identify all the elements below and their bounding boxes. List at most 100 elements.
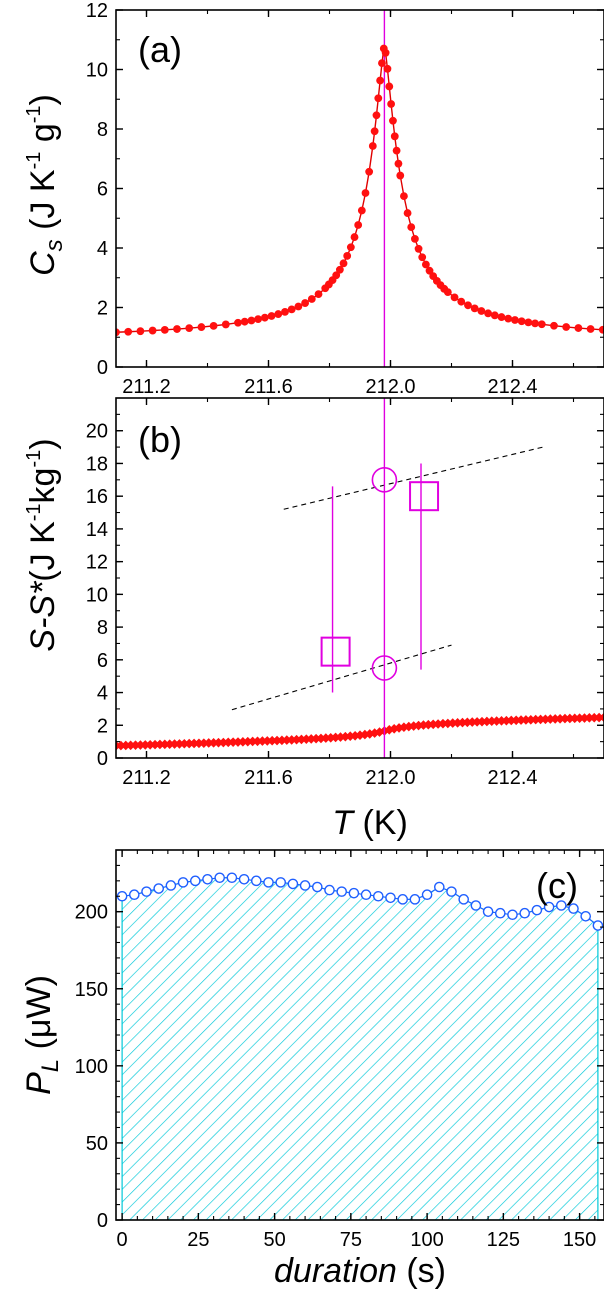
panel-c-xtick-label: 25 (187, 1229, 209, 1251)
panel-b-square-marker (409, 481, 440, 512)
panel-a-data-point (281, 308, 289, 316)
panel-a-data-point (511, 316, 519, 324)
panel-a-data-point (314, 290, 323, 299)
panel-b-low-dashed-line (231, 644, 452, 711)
panel-c-xlabel: duration (s) (274, 1252, 446, 1290)
panel-a-data-point (464, 301, 472, 310)
panel-b-xtick-label: 211.2 (122, 767, 171, 789)
panel-a-data-point (221, 320, 230, 329)
panel-c-data-point (531, 904, 543, 916)
panel-a-data-point (504, 314, 513, 323)
panel-c-data-point (409, 894, 421, 905)
panel-a-data-point (365, 167, 374, 176)
panel-c-data-point (165, 880, 177, 891)
panel-a-data-point (354, 221, 363, 229)
panel-c-ytick-label: 50 (86, 1133, 108, 1155)
panel-c-data-point (446, 886, 457, 897)
panel-c-data-point (507, 909, 518, 921)
panel-a-data-point (357, 206, 366, 215)
panel-a-label: (a) (138, 29, 182, 70)
panel-a-data-point (374, 94, 383, 103)
panel-b-ytick-label: 4 (97, 683, 108, 705)
panel-c-xtick-label: 100 (410, 1229, 443, 1251)
panel-b-plot-area (116, 398, 604, 758)
panel-c-ticks: 0 25 50 75 100 125 150 0 50 100 150 200 (75, 849, 604, 1251)
panel-b-ytick-label: 12 (86, 552, 108, 574)
panel-a-data-point (497, 313, 506, 321)
panel-c-ytick-label: 200 (75, 902, 108, 924)
panel-a-data-point (307, 295, 316, 303)
panel-a-data-point (598, 325, 604, 334)
panel-c-hatched-area (121, 877, 599, 1220)
panel-c-data-point (214, 872, 225, 884)
panel-c-xtick-label: 150 (563, 1229, 596, 1251)
panel-c-data-point (580, 910, 592, 922)
panel-c-ytick-label: 100 (75, 1056, 108, 1078)
panel-a-data-point (301, 299, 309, 307)
panel-a-data-point (339, 259, 348, 268)
panel-a-data-point (537, 320, 546, 329)
panel-b-xtick-label: 211.6 (244, 767, 293, 789)
panel-c-data-point (592, 920, 604, 931)
panel-a-data-point (450, 293, 459, 302)
panel-c-xtick-label: 50 (263, 1229, 285, 1251)
panel-b-ytick-label: 14 (86, 519, 108, 541)
panel-a-data-point (287, 305, 296, 314)
panel-a-data-point (274, 310, 283, 318)
panel-a-data-point (524, 318, 533, 327)
panel-a-data-point (173, 325, 181, 333)
panel-a-data-point (335, 265, 344, 274)
panel-a-data-point (470, 304, 479, 313)
panel-a-ytick-label: 10 (86, 60, 108, 82)
panel-a-xtick-label: 211.6 (244, 376, 293, 398)
panel-a-data-point (267, 312, 276, 320)
panel-a-data-point (254, 315, 263, 324)
panel-a-ytick-label: 4 (97, 238, 108, 260)
panel-b-high-dashed-line (283, 446, 544, 510)
panel-a-data-point (574, 324, 583, 332)
panel-a-data-point (136, 327, 145, 336)
panel-a-series-line (116, 45, 603, 333)
panel-c-ytick-label: 0 (97, 1210, 108, 1232)
panel-a-data-point (517, 317, 526, 326)
panel-a-data-point (294, 302, 303, 311)
panel-a-ytick-label: 2 (97, 298, 108, 320)
panel-a-data-point (385, 82, 394, 91)
panel-c-data-point (336, 886, 348, 897)
panel-a-data-point (389, 116, 397, 125)
panel-c-data-point (177, 877, 189, 888)
panel-c-xtick-label: 0 (117, 1229, 128, 1251)
panel-b-ytick-label: 20 (86, 421, 108, 443)
panel-a-data-point (457, 297, 466, 306)
panel-a-data-point (396, 171, 405, 180)
panel-a-plot-area (116, 10, 604, 367)
panel-a-data-point (346, 243, 355, 252)
panel-a-data-point (421, 260, 430, 269)
panel-c-ytick-label: 150 (75, 979, 108, 1001)
panel-b-circle-marker (371, 655, 398, 681)
panel-b-frame (115, 397, 604, 759)
panel-c-data-point (250, 875, 262, 887)
panel-a-data-point (400, 192, 408, 201)
panel-c-data-point (482, 906, 494, 917)
panel-b-ytick-label: 6 (97, 650, 108, 672)
panel-c-data-point (287, 878, 299, 890)
panel-c-data-point (275, 877, 287, 888)
panel-b-ticks: 211.2 211.6 212.0 212.4 0 2 4 6 8 10 12 14 16 18 20 (86, 397, 604, 789)
panel-b-ytick-label: 10 (86, 584, 108, 606)
panel-c-data-point (324, 884, 335, 896)
panel-c-data-point (385, 892, 396, 904)
panel-c-data-point (519, 907, 531, 919)
panel-c-data-point (494, 907, 506, 919)
panel-a-data-point (390, 132, 399, 141)
panel-c-data-point (238, 873, 250, 885)
panel-a-data-point (260, 313, 269, 322)
panel-a-ytick-label: 0 (97, 357, 108, 379)
panel-c-data-point (189, 875, 201, 887)
panel-c-plot-area (116, 872, 604, 1220)
panel-c-data-point (458, 894, 470, 905)
panel-a-frame (115, 9, 604, 368)
panel-a-data-point (116, 328, 120, 337)
panel-a-data-point (387, 100, 396, 108)
